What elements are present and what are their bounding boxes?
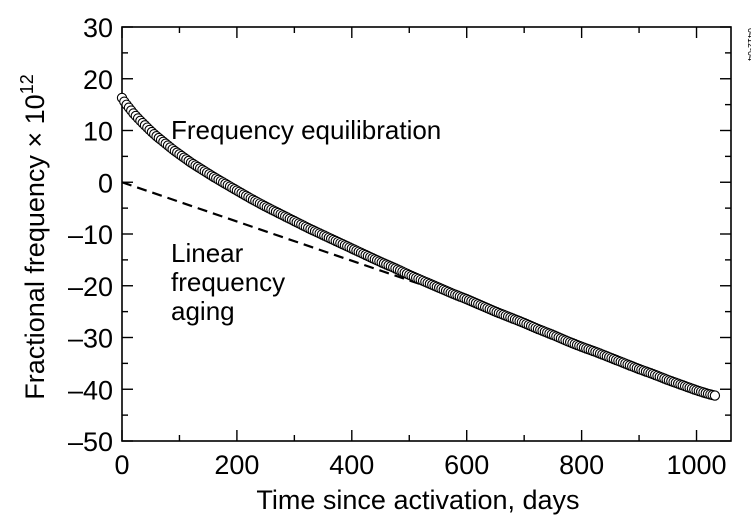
x-tick-label-1000: 1000 (666, 450, 726, 480)
y-tick-label--50: –50 (68, 427, 113, 457)
x-tick-label-0: 0 (114, 450, 129, 480)
y-tick-label-20: 20 (83, 65, 113, 95)
annotation-line-linear: Linear (171, 238, 244, 268)
linear-aging-dashed-line (121, 181, 456, 298)
linear-aging-dashed-line-layer (121, 181, 456, 298)
annotation-line-frequency: frequency (171, 267, 285, 297)
x-tick-label-800: 800 (559, 450, 604, 480)
x-tick-label-600: 600 (444, 450, 489, 480)
annotation-frequency-equilibration: Frequency equilibration (171, 115, 441, 145)
y-tick-label--40: –40 (68, 375, 113, 405)
y-axis-title: Fractional frequency × 1012 (17, 74, 50, 399)
y-axis-title-exponent: 12 (17, 74, 37, 94)
x-axis-title: Time since activation, days (256, 485, 579, 515)
annotation-line-aging: aging (171, 296, 235, 326)
y-tick-label-10: 10 (83, 117, 113, 147)
data-point-258 (709, 390, 721, 401)
y-tick-label--20: –20 (68, 272, 113, 302)
x-tick-label-400: 400 (329, 450, 374, 480)
y-axis-title-main: Fractional frequency × 10 (20, 94, 50, 399)
plot-frame (121, 26, 732, 442)
annotation-linear-frequency-aging: Linear frequency aging (171, 238, 292, 326)
axes-layer: 0 200 400 600 800 1000 30 20 10 0 –10 –20 –30 –40 –50 (68, 13, 732, 480)
data-points-layer (116, 92, 721, 401)
x-tick-label-200: 200 (214, 450, 259, 480)
figure-id-label: 0412-04 (746, 28, 751, 61)
y-tick-label-0: 0 (98, 168, 113, 198)
y-tick-label--10: –10 (68, 220, 113, 250)
y-tick-label--30: –30 (68, 324, 113, 354)
y-tick-label-30: 30 (83, 13, 113, 43)
